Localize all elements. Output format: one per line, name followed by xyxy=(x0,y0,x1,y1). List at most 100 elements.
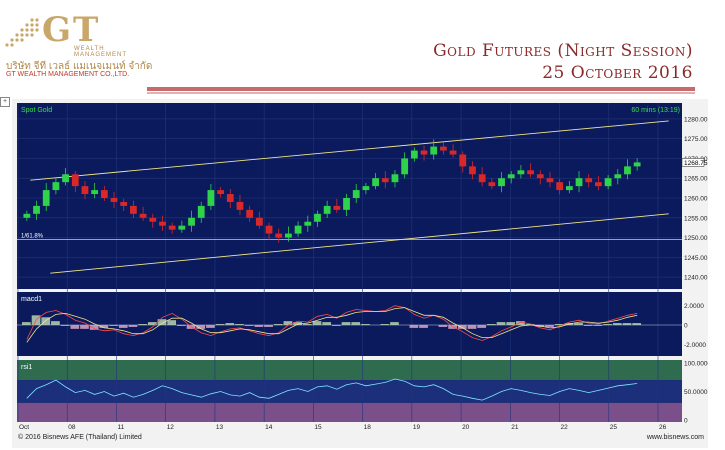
candle-body xyxy=(352,190,360,198)
macd-tick-label: 2.0000 xyxy=(684,303,704,310)
macd-histogram-bar xyxy=(496,322,506,325)
candle-body xyxy=(285,233,292,238)
macd-histogram-bar xyxy=(312,321,322,325)
candle-body xyxy=(343,198,350,210)
candle-body xyxy=(536,174,544,179)
candle-body xyxy=(333,205,341,210)
candle-body xyxy=(459,154,467,167)
candle-body xyxy=(585,178,593,183)
macd-histogram-bar xyxy=(70,325,80,329)
rsi-tick-label: 0 xyxy=(684,418,688,425)
time-tick-label: 08 xyxy=(68,424,76,431)
candle-body xyxy=(275,233,283,238)
candle-body xyxy=(42,190,50,206)
candle-body xyxy=(130,205,137,214)
candle-body xyxy=(52,182,60,191)
candle-body xyxy=(81,186,89,195)
price-tick-label: 1255.00 xyxy=(684,215,708,222)
price-tick-label: 1275.00 xyxy=(684,136,708,143)
macd-histogram-bar xyxy=(593,325,603,326)
timeframe-label: 60 mins (13:19) xyxy=(631,107,680,114)
candle-body xyxy=(575,178,583,187)
candle-body xyxy=(120,201,128,206)
candle-body xyxy=(440,146,447,151)
candle-body xyxy=(565,186,573,191)
macd-histogram-bar xyxy=(351,322,361,325)
candle-body xyxy=(314,213,321,222)
rsi-line xyxy=(26,378,638,401)
macd-histogram-bar xyxy=(138,324,147,325)
macd-histogram-bar xyxy=(177,325,186,326)
report-title: Gold Futures (Night Session) 25 October … xyxy=(433,40,693,84)
candle-body xyxy=(469,166,476,175)
candle-body xyxy=(139,213,147,218)
candle-body xyxy=(91,190,99,195)
macd-histogram-bar xyxy=(293,322,302,325)
trend-channel-upper xyxy=(30,120,669,181)
candle-body xyxy=(430,146,438,155)
candle-body xyxy=(420,150,428,155)
macd-histogram-bar xyxy=(89,325,99,330)
candle-body xyxy=(410,150,418,159)
macd-histogram-bar xyxy=(457,325,467,329)
candle-body xyxy=(624,166,631,175)
candle-body xyxy=(401,158,409,175)
macd-panel-title: macd1 xyxy=(21,296,42,303)
price-chart: 1/61.8% 1240.001245.001250.001255.001260… xyxy=(12,99,708,448)
title-line-date: 25 October 2016 xyxy=(542,63,693,83)
price-tick-label: 1245.00 xyxy=(684,255,708,262)
macd-histogram-bar xyxy=(99,325,109,328)
candle-body xyxy=(33,205,40,214)
candle-body xyxy=(595,182,602,187)
time-tick-label: 12 xyxy=(167,424,175,431)
header-divider-shadow xyxy=(147,92,695,94)
candle-body xyxy=(362,186,370,191)
time-tick-label: 26 xyxy=(659,424,667,431)
macd-signal-line xyxy=(26,307,638,343)
price-tick-label: 1250.00 xyxy=(684,235,708,242)
macd-histogram-bar xyxy=(603,324,612,325)
macd-histogram-bar xyxy=(612,323,622,325)
candle-body xyxy=(449,150,457,155)
macd-histogram-bar xyxy=(128,325,138,327)
macd-histogram-bar xyxy=(215,324,225,325)
price-tick-label: 1260.00 xyxy=(684,196,708,203)
macd-histogram-bar xyxy=(147,322,157,325)
macd-histogram-bar xyxy=(332,325,341,326)
macd-histogram-bar xyxy=(477,325,487,328)
time-tick-label: 20 xyxy=(462,424,470,431)
macd-histogram-bar xyxy=(525,324,535,325)
candle-body xyxy=(71,174,79,187)
expand-icon[interactable]: + xyxy=(0,97,10,107)
time-tick-label: 25 xyxy=(610,424,618,431)
macd-histogram-bar xyxy=(380,324,390,325)
candle-body xyxy=(478,174,486,183)
candle-body xyxy=(207,190,215,206)
macd-histogram-bar xyxy=(409,325,419,328)
last-price-label: 1268.75 xyxy=(684,160,708,167)
rsi-tick-label: 100.0000 xyxy=(684,361,708,368)
title-line-instrument: Gold Futures (Night Session) xyxy=(433,41,693,61)
time-tick-label: 22 xyxy=(561,424,569,431)
company-name-thai: บริษัท จีที เวลธ์ แมเนจเมนท์ จำกัด xyxy=(6,61,153,72)
candle-body xyxy=(527,170,534,175)
candle-body xyxy=(226,194,234,202)
candle-body xyxy=(507,174,515,179)
macd-histogram-bar xyxy=(487,324,496,325)
macd-line xyxy=(26,305,638,341)
macd-histogram-bar xyxy=(273,324,283,325)
candle-body xyxy=(265,225,273,234)
candle-body xyxy=(372,178,379,187)
macd-histogram-bar xyxy=(244,325,254,326)
macd-histogram-bar xyxy=(167,320,177,325)
macd-histogram-bar xyxy=(235,324,244,325)
time-tick-label: 13 xyxy=(216,424,224,431)
macd-histogram-bar xyxy=(516,321,525,325)
candle-body xyxy=(246,209,254,218)
candle-body xyxy=(614,174,622,179)
macd-histogram-bar xyxy=(583,325,593,326)
macd-histogram-bar xyxy=(632,323,642,325)
macd-histogram-bar xyxy=(302,324,312,325)
macd-histogram-bar xyxy=(80,325,89,329)
header-divider xyxy=(147,87,695,91)
